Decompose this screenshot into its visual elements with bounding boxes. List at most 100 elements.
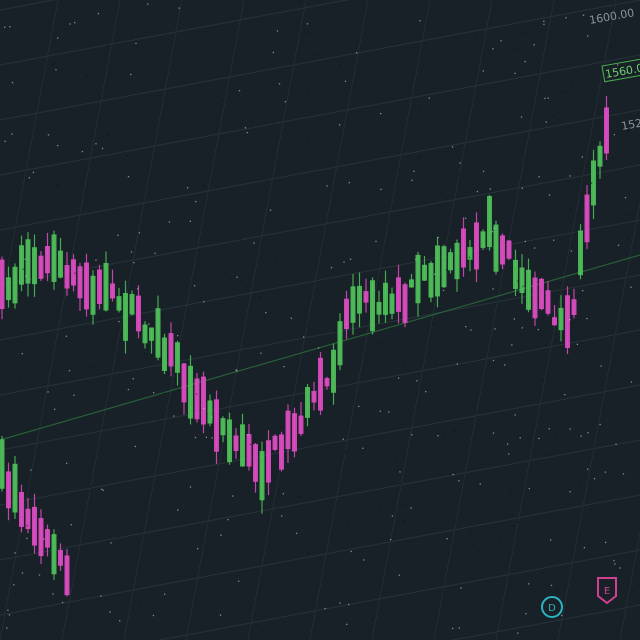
noise-dot	[278, 488, 280, 491]
noise-dot	[348, 182, 350, 184]
noise-dot	[307, 89, 309, 91]
candle-body	[331, 349, 336, 393]
noise-dot	[236, 295, 238, 297]
noise-dot	[452, 627, 454, 630]
noise-dot	[190, 508, 192, 510]
noise-dot	[251, 126, 253, 129]
noise-dot	[227, 518, 229, 521]
noise-dot	[537, 328, 539, 331]
noise-dot	[74, 22, 76, 24]
noise-dot	[610, 46, 612, 48]
noise-dot	[454, 430, 456, 432]
candle-body	[97, 269, 102, 304]
noise-dot	[118, 536, 120, 538]
noise-dot	[581, 156, 584, 158]
noise-dot	[247, 433, 249, 436]
noise-dot	[533, 44, 535, 46]
noise-dot	[300, 496, 302, 498]
candle-body	[51, 534, 57, 575]
noise-dot	[453, 506, 455, 508]
noise-dot	[6, 627, 8, 629]
grid-line	[0, 494, 640, 616]
noise-dot	[72, 320, 74, 323]
noise-dot	[55, 69, 57, 71]
noise-dot	[70, 524, 72, 526]
noise-dot	[106, 45, 109, 47]
noise-dot	[235, 369, 237, 371]
noise-dot	[105, 234, 108, 236]
noise-dot	[512, 525, 515, 527]
noise-dot	[437, 236, 439, 239]
candle-body	[539, 278, 544, 310]
noise-dot	[587, 431, 589, 434]
noise-dot	[30, 469, 32, 471]
candle-body	[12, 463, 18, 513]
noise-dot	[135, 42, 137, 45]
noise-dot	[437, 435, 439, 437]
candle-body	[38, 255, 44, 279]
noise-dot	[524, 158, 526, 161]
noise-dot	[419, 20, 421, 22]
noise-dot	[110, 542, 112, 544]
noise-dot	[543, 20, 545, 22]
noise-dot	[26, 524, 28, 527]
noise-dot	[369, 432, 371, 435]
candle-body	[532, 277, 538, 319]
noise-dot	[418, 156, 421, 158]
candle-body	[32, 247, 37, 285]
noise-dot	[322, 347, 324, 350]
noise-dot	[511, 487, 514, 489]
noise-dot	[353, 216, 355, 219]
noise-dot	[203, 185, 205, 187]
noise-dot	[253, 242, 255, 244]
noise-dot	[524, 84, 527, 86]
noise-dot	[283, 365, 285, 368]
noise-dot	[298, 0, 300, 2]
noise-dot	[538, 71, 540, 73]
candle-body	[155, 308, 161, 358]
noise-dot	[552, 115, 554, 117]
noise-dot	[543, 598, 545, 600]
noise-dot	[599, 423, 601, 426]
noise-dot	[319, 452, 321, 455]
noise-dot	[274, 257, 276, 260]
noise-dot	[582, 14, 585, 16]
noise-dot	[428, 97, 430, 99]
noise-dot	[541, 572, 543, 574]
noise-dot	[484, 525, 486, 527]
noise-dot	[415, 258, 417, 261]
noise-dot	[57, 37, 59, 39]
noise-dot	[4, 26, 6, 28]
noise-dot	[508, 453, 510, 455]
candle-body	[116, 296, 122, 311]
noise-dot	[546, 99, 548, 101]
noise-dot	[399, 471, 401, 473]
noise-dot	[380, 342, 382, 344]
noise-dot	[343, 261, 345, 263]
price-label: 1520.0	[620, 113, 640, 132]
noise-dot	[626, 72, 628, 74]
noise-dot	[90, 486, 92, 488]
candle-body	[435, 245, 440, 297]
noise-dot	[419, 108, 421, 111]
noise-dot	[163, 392, 165, 394]
noise-dot	[118, 620, 121, 622]
candle-body	[305, 386, 310, 418]
noise-dot	[521, 187, 523, 189]
noise-dot	[141, 10, 144, 12]
noise-dot	[278, 83, 281, 85]
badge-icon[interactable]	[597, 577, 617, 605]
noise-dot	[413, 170, 415, 172]
noise-dot	[492, 48, 494, 50]
noise-dot	[306, 23, 309, 25]
candle-body	[220, 418, 226, 436]
noise-dot	[442, 391, 445, 393]
noise-dot	[97, 12, 100, 15]
candle-body	[25, 508, 31, 529]
noise-dot	[389, 203, 392, 206]
noise-dot	[569, 318, 571, 321]
badge-icon[interactable]	[541, 596, 563, 618]
candle-body	[71, 259, 76, 286]
noise-dot	[139, 603, 142, 605]
noise-dot	[552, 239, 555, 241]
